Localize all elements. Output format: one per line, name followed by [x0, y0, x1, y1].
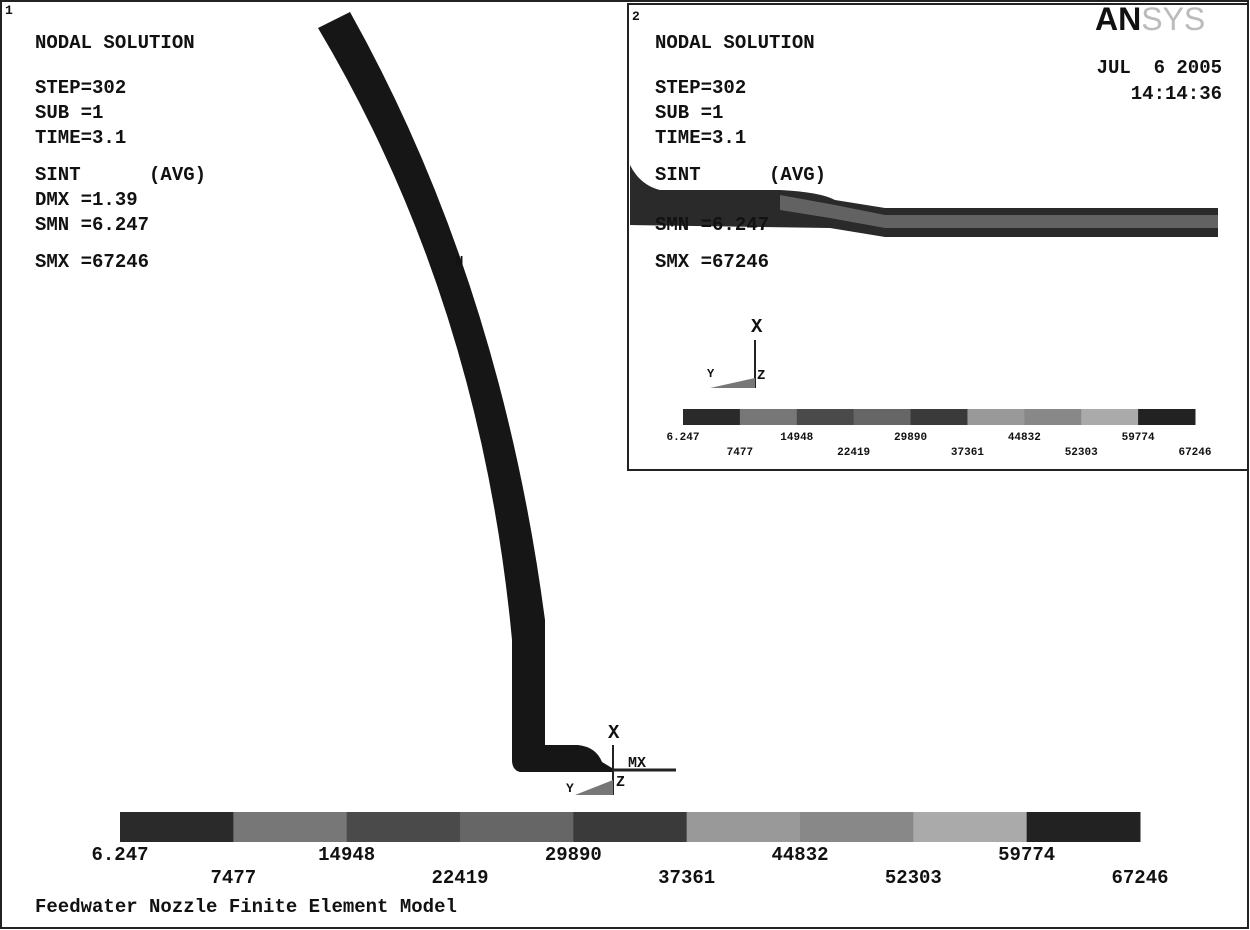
legend-label: 37361 [951, 447, 984, 459]
info-line: SUB =1 [655, 102, 723, 124]
info-line: SMN =6.247 [35, 214, 149, 236]
legend-swatch [740, 409, 797, 425]
legend-label: 52303 [885, 867, 942, 889]
panel-number: 2 [632, 9, 640, 24]
triad-z: Z [616, 774, 625, 791]
legend-swatch [683, 409, 740, 425]
info-line: SMX =67246 [35, 251, 149, 273]
legend-swatch [233, 812, 347, 842]
node-label: N [455, 254, 463, 270]
legend-label: 67246 [1178, 447, 1211, 459]
legend-swatch [1027, 812, 1141, 842]
info-line: STEP=302 [655, 77, 746, 99]
legend-label: 67246 [1111, 867, 1168, 889]
info-line: SMX =67246 [655, 251, 769, 273]
ansys-window: ANSYS JUL 6 2005 14:14:36 1 2 X Y Z MX N… [0, 0, 1250, 930]
triad-z: Z [757, 368, 765, 384]
info-line: SMN =6.247 [655, 214, 769, 236]
legend-swatch [687, 812, 801, 842]
info-line: NODAL SOLUTION [655, 32, 815, 54]
legend-swatch [854, 409, 911, 425]
legend-swatch [460, 812, 574, 842]
legend-label: 6.247 [666, 432, 699, 444]
legend-label: 22419 [837, 447, 870, 459]
legend-label: 14948 [318, 844, 375, 866]
info-line: SUB =1 [35, 102, 103, 124]
legend-label: 29890 [545, 844, 602, 866]
triad-x: X [608, 722, 620, 744]
caption: Feedwater Nozzle Finite Element Model [35, 896, 457, 918]
legend-label: 59774 [998, 844, 1055, 866]
legend-label: 29890 [894, 432, 927, 444]
legend-swatch [913, 812, 1027, 842]
legend-swatch [120, 812, 234, 842]
legend-swatch [911, 409, 968, 425]
legend-swatch [967, 409, 1024, 425]
legend-swatch [347, 812, 461, 842]
triad-x: X [751, 316, 763, 338]
legend-label: 59774 [1122, 432, 1155, 444]
legend-swatch [1081, 409, 1138, 425]
legend-label: 7477 [211, 867, 257, 889]
info-line: SINT (AVG) [655, 164, 826, 186]
legend-swatch [800, 812, 914, 842]
legend-label: 14948 [780, 432, 813, 444]
time: 14:14:36 [1131, 83, 1222, 105]
max-label: MX [628, 755, 646, 772]
triad-y: Y [566, 781, 574, 796]
legend-swatch [797, 409, 854, 425]
legend-label: 52303 [1065, 447, 1098, 459]
triad-y: Y [707, 367, 715, 381]
date: JUL 6 2005 [1097, 57, 1222, 79]
legend-label: 44832 [771, 844, 828, 866]
legend-label: 44832 [1008, 432, 1041, 444]
info-line: TIME=3.1 [655, 127, 746, 149]
legend-swatch [1138, 409, 1195, 425]
info-line: NODAL SOLUTION [35, 32, 195, 54]
legend-label: 6.247 [91, 844, 148, 866]
legend-label: 22419 [431, 867, 488, 889]
logo: ANSYS [1095, 1, 1205, 37]
panel-number: 1 [5, 3, 13, 18]
info-line: SINT (AVG) [35, 164, 206, 186]
legend-label: 7477 [727, 447, 753, 459]
legend-label: 37361 [658, 867, 715, 889]
info-line: TIME=3.1 [35, 127, 126, 149]
info-line: DMX =1.39 [35, 189, 138, 211]
info-line: STEP=302 [35, 77, 126, 99]
legend-swatch [573, 812, 687, 842]
legend-swatch [1024, 409, 1081, 425]
